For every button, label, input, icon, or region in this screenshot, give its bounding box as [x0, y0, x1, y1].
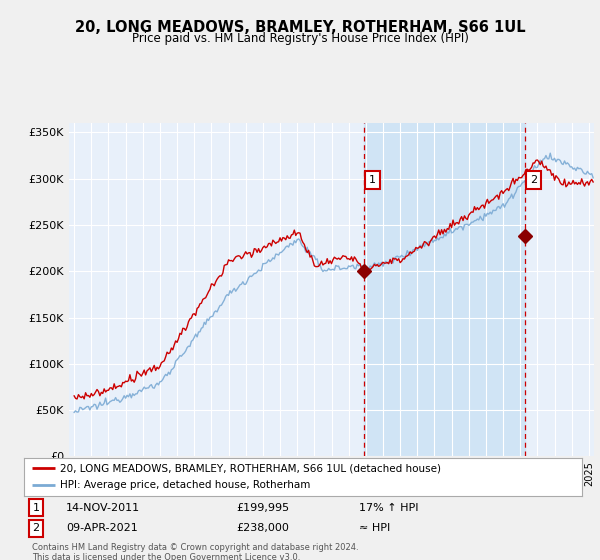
Text: 1: 1	[369, 175, 376, 185]
Text: £238,000: £238,000	[236, 523, 289, 533]
Text: 2: 2	[530, 175, 537, 185]
Text: 09-APR-2021: 09-APR-2021	[66, 523, 137, 533]
Text: 14-NOV-2011: 14-NOV-2011	[66, 503, 140, 512]
Text: ≈ HPI: ≈ HPI	[359, 523, 390, 533]
Text: £199,995: £199,995	[236, 503, 289, 512]
Text: HPI: Average price, detached house, Rotherham: HPI: Average price, detached house, Roth…	[60, 480, 311, 490]
Text: 17% ↑ HPI: 17% ↑ HPI	[359, 503, 418, 512]
Text: 20, LONG MEADOWS, BRAMLEY, ROTHERHAM, S66 1UL: 20, LONG MEADOWS, BRAMLEY, ROTHERHAM, S6…	[74, 20, 526, 35]
Text: Price paid vs. HM Land Registry's House Price Index (HPI): Price paid vs. HM Land Registry's House …	[131, 32, 469, 45]
Bar	[364, 123, 525, 456]
Text: 20, LONG MEADOWS, BRAMLEY, ROTHERHAM, S66 1UL (detached house): 20, LONG MEADOWS, BRAMLEY, ROTHERHAM, S6…	[60, 463, 441, 473]
Text: 1: 1	[32, 503, 40, 512]
Text: 2: 2	[32, 523, 40, 533]
Text: Contains HM Land Registry data © Crown copyright and database right 2024.
This d: Contains HM Land Registry data © Crown c…	[32, 543, 359, 560]
